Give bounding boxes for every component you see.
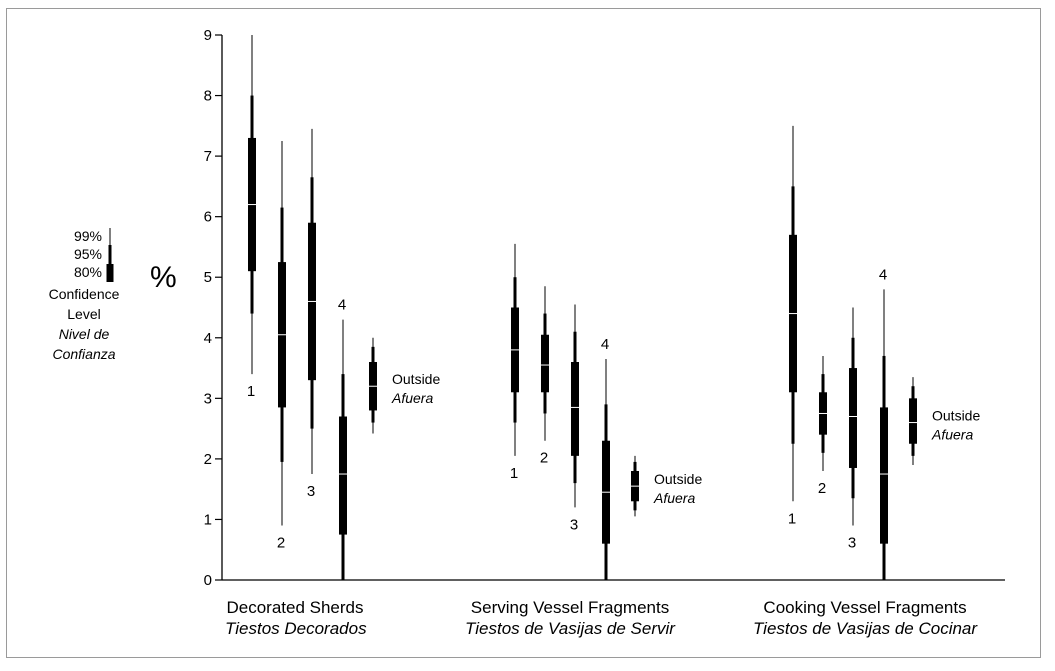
item-label: 3 [848, 535, 856, 552]
ci80-bar [571, 362, 579, 456]
y-tick-label: 1 [204, 511, 212, 528]
item-label: Outside [932, 408, 980, 424]
ci80-bar [909, 398, 917, 444]
legend-bar-80 [106, 264, 114, 282]
confidence-legend: 99% 95% 80% Confidence Level Nivel de Co… [14, 228, 154, 364]
legend-title-es-2: Confianza [52, 346, 116, 362]
group-name: Serving Vessel Fragments [470, 598, 670, 617]
legend-title: Confidence [48, 286, 120, 302]
item-label: 3 [570, 516, 578, 533]
item-label: 4 [601, 336, 609, 353]
y-tick-label: 2 [204, 451, 212, 468]
item-label: 1 [247, 383, 255, 400]
item-label: 1 [788, 510, 796, 527]
y-tick-label: 8 [204, 88, 212, 105]
item-label: Outside [654, 471, 702, 487]
item-label: 4 [879, 266, 887, 283]
legend-bar-95 [108, 245, 112, 282]
legend-level-95: 95% [73, 246, 102, 262]
y-tick-label: 4 [204, 330, 212, 347]
y-tick-label: 3 [204, 390, 212, 407]
item-label: Outside [392, 371, 440, 387]
y-tick-label: 6 [204, 209, 212, 226]
group-name-es: Tiestos de Vasijas de Cocinar [752, 619, 978, 638]
item-label-es: Afuera [931, 427, 973, 443]
legend-level-99: 99% [73, 228, 102, 244]
item-label: 2 [540, 450, 548, 467]
group-name-es: Tiestos de Vasijas de Servir [465, 619, 675, 638]
y-tick-label: 0 [204, 572, 212, 589]
group-label-cooking: Cooking Vessel Fragments Tiestos de Vasi… [730, 597, 1000, 639]
group-name: Decorated Sherds [226, 598, 364, 617]
ci80-bar [339, 416, 347, 535]
legend-title-es: Nivel de [58, 326, 110, 342]
group-label-decorated: Decorated Sherds Tiestos Decorados [225, 597, 367, 639]
y-tick-label: 7 [204, 148, 212, 165]
y-tick-label: 9 [204, 27, 212, 44]
item-label-es: Afuera [653, 490, 695, 506]
y-axis-label: % [150, 261, 177, 294]
item-label-es: Afuera [391, 390, 433, 406]
item-label: 2 [277, 535, 285, 552]
legend-title-2: Level [67, 306, 101, 322]
chart-frame [6, 8, 1041, 658]
group-name-es: Tiestos Decorados [225, 619, 367, 638]
item-label: 1 [510, 465, 518, 482]
y-tick-label: 5 [204, 269, 212, 286]
legend-level-80: 80% [73, 264, 102, 280]
ci80-bar [541, 334, 549, 393]
ci80-bar [849, 368, 857, 468]
ci80-bar [880, 407, 888, 544]
item-label: 4 [338, 297, 346, 314]
legend-levels: 99% 95% 80% [24, 228, 154, 284]
item-label: 2 [818, 480, 826, 497]
item-label: 3 [307, 483, 315, 500]
group-label-serving: Serving Vessel Fragments Tiestos de Vasi… [450, 597, 690, 639]
group-name: Cooking Vessel Fragments [763, 598, 967, 617]
